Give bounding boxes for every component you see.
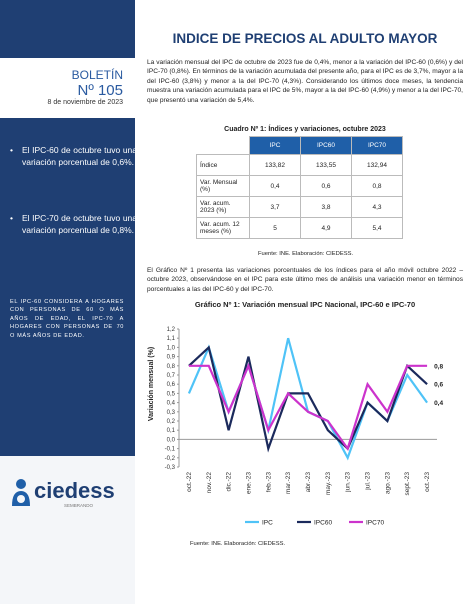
y-tick-label: 1,1 [167,336,176,342]
bulletin-number: Nº 105 [77,82,123,99]
chart-source: Fuente: INE. Elaboración: CIEDESS. [190,541,286,547]
legend-label: IPC60 [314,520,332,527]
y-tick-label: 0,9 [167,355,176,361]
table-row: Índice 133,82 133,55 132,94 [196,154,403,176]
table-row-label: Índice [196,154,250,176]
chart: Gráfico Nº 1: Variación mensual IPC Naci… [148,300,443,527]
page-title: INDICE DE PRECIOS AL ADULTO MAYOR [172,31,438,46]
table-cell: 3,7 [249,196,301,218]
y-tick-label: 0,0 [167,437,176,443]
table-cell: 3,8 [300,196,352,218]
table-row-label: Var. acum. 12 meses (%) [196,217,250,239]
table-header-cell: IPC60 [300,136,352,155]
y-tick-label: 0,2 [167,419,176,425]
logo-subtitle: SEMBRANDO [64,503,94,508]
x-tick-label: dic.-22 [226,472,233,492]
x-tick-label: ene.-23 [245,472,252,494]
table-source: Fuente: INE. Elaboración: CIEDESS. [258,251,354,257]
bulletin-date: 8 de noviembre de 2023 [47,99,124,106]
table-cell: 0,6 [300,175,352,197]
x-tick-label: oct.-23 [424,472,431,492]
y-tick-label: 0,5 [167,391,176,397]
x-tick-label: ago.-23 [384,472,391,494]
y-tick-label: 0,7 [167,373,176,379]
highlight-bullet: El IPC-60 de octubre tuvo una variación … [10,144,137,168]
table-header-row: IPC IPC60 IPC70 [196,136,403,155]
data-label: 0,8 [434,363,443,370]
table-row-label: Var. acum. 2023 (%) [196,196,250,218]
sidebar-main [0,118,135,456]
y-tick-label: -0,1 [165,447,176,453]
table-header-cell: IPC [249,136,301,155]
bulletin-label: BOLETÍN [71,68,123,82]
table-cell: 0,4 [249,175,301,197]
x-tick-label: jun.-23 [345,472,352,493]
x-tick-label: jul.-23 [365,472,372,491]
data-label: 0,6 [434,382,443,389]
table-cell: 4,3 [351,196,403,218]
x-tick-label: abr.-23 [305,472,312,493]
y-tick-label: 1,0 [167,345,176,351]
y-tick-label: 0,4 [167,401,176,407]
table-cell: 5,4 [351,217,403,239]
table-cell: 133,82 [249,154,301,176]
x-tick-label: may.-23 [325,472,332,495]
y-tick-label: 0,8 [167,364,176,370]
series-line [188,345,428,453]
x-tick-label: mar.-23 [285,472,292,494]
data-table: IPC IPC60 IPC70 Índice 133,82 133,55 132,94 Var… [196,136,403,239]
y-axis-label: Variación mensual (%) [148,347,155,421]
table-caption: Cuadro Nº 1: Índices y variaciones, octu… [224,126,386,133]
y-tick-label: -0,3 [165,465,176,471]
x-tick-label: feb.-23 [265,472,272,493]
table-row: Var. acum. 2023 (%) 3,7 3,8 4,3 [196,196,403,218]
logo-text: ciedess [34,478,115,503]
table-cell: 0,8 [351,175,403,197]
x-tick-label: sept.-23 [404,472,411,496]
table-corner [196,136,250,155]
highlight-bullet: El IPC-70 de octubre tuvo una variación … [10,212,137,236]
table-cell: 4,9 [300,217,352,239]
y-tick-label: 0,3 [167,410,176,416]
paragraph: El Gráfico Nº 1 presenta las variaciones… [147,267,463,293]
legend-label: IPC [262,520,273,527]
data-label: 0,4 [434,400,443,407]
chart-title: Gráfico Nº 1: Variación mensual IPC Naci… [195,300,415,309]
sidebar-note: EL IPC-60 CONSIDERA A HOGARES CON PERSON… [10,299,124,339]
table-row: Var. acum. 12 meses (%) 5 4,9 5,4 [196,217,403,239]
legend-label: IPC70 [366,520,384,527]
series-line [188,362,428,452]
table-row: Var. Mensual (%) 0,4 0,6 0,8 [196,175,403,197]
x-tick-label: oct.-22 [186,472,193,492]
table-row-label: Var. Mensual (%) [196,175,250,197]
table-header-cell: IPC70 [351,136,403,155]
y-tick-label: -0,2 [165,456,176,462]
y-tick-label: 0,1 [167,428,176,434]
sidebar-top [0,0,135,58]
table-cell: 132,94 [351,154,403,176]
y-tick-label: 1,2 [167,327,176,333]
logo-icon [12,479,30,506]
paragraph: La variación mensual del IPC de octubre … [147,59,463,104]
x-tick-label: nov.-22 [206,472,213,494]
table-cell: 133,55 [300,154,352,176]
table-cell: 5 [249,217,301,239]
y-tick-label: 0,6 [167,382,176,388]
